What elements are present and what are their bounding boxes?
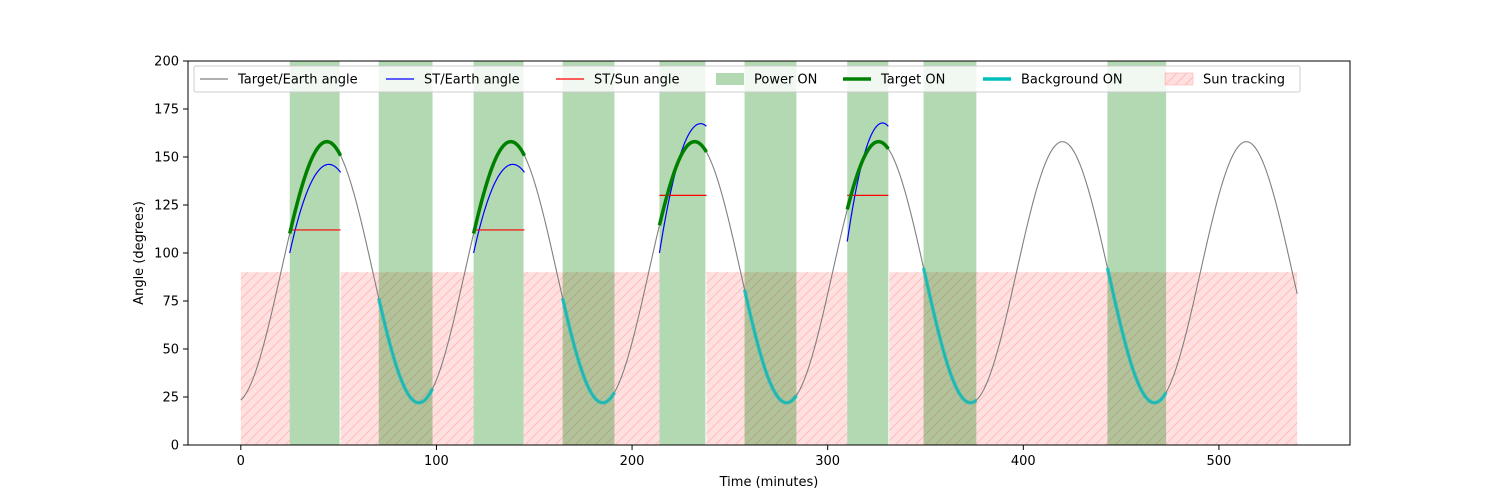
st-earth-angle-segment	[473, 163, 525, 254]
x-tick-label: 500	[1207, 454, 1232, 469]
legend: Target/Earth angle ST/Earth angle ST/Sun a…	[193, 65, 1301, 93]
y-tick-label: 50	[162, 343, 179, 358]
target-on-segment	[288, 139, 343, 234]
power-on-region	[923, 61, 977, 445]
sun-tracking-region	[889, 272, 1298, 445]
legend-label: Target/Earth angle	[237, 73, 358, 88]
legend-item: Target ON	[843, 73, 945, 88]
legend-item: ST/Earth angle	[386, 73, 520, 88]
y-axis-label: Angle (degrees)	[132, 201, 147, 305]
x-tick-label: 200	[620, 454, 645, 469]
st-earth-angle-segment	[846, 122, 889, 242]
target-on-segment	[845, 139, 890, 210]
y-axis-ticks: 0 25 50 75 100 125 150 175 200	[154, 55, 188, 454]
series-lines	[240, 122, 1298, 405]
power-on-region	[289, 61, 340, 445]
legend-label: Power ON	[754, 73, 817, 88]
power-on-region	[378, 61, 433, 445]
legend-item: Power ON	[716, 73, 817, 88]
background-on-segment	[1105, 267, 1168, 405]
power-on-region	[659, 61, 706, 445]
legend-label: ST/Sun angle	[594, 73, 680, 88]
sun-tracking-region	[340, 272, 474, 445]
legend-swatch	[716, 73, 744, 85]
x-tick-label: 100	[424, 454, 449, 469]
sun-tracking-region	[240, 272, 290, 445]
legend-item: Sun tracking	[1164, 73, 1285, 88]
background-on-segment	[921, 267, 978, 405]
legend-label: Target ON	[880, 73, 945, 88]
x-tick-label: 300	[815, 454, 840, 469]
target-on-segment	[471, 139, 527, 234]
background-on-segment	[742, 289, 798, 405]
y-tick-label: 0	[171, 439, 179, 454]
y-tick-label: 150	[154, 151, 179, 166]
x-tick-label: 400	[1011, 454, 1036, 469]
legend-label: Sun tracking	[1203, 73, 1285, 88]
power-on-region	[847, 61, 889, 445]
background-on-segment	[377, 297, 435, 405]
y-tick-label: 75	[162, 295, 179, 310]
legend-label: Background ON	[1021, 73, 1123, 88]
st-earth-angle-segment	[658, 123, 707, 254]
y-tick-label: 100	[154, 247, 179, 262]
legend-label: ST/Earth angle	[424, 73, 520, 88]
st-earth-angle-segment	[289, 163, 342, 254]
y-tick-label: 200	[154, 55, 179, 70]
legend-item: ST/Sun angle	[556, 73, 680, 88]
x-tick-label: 0	[237, 454, 245, 469]
sun-tracking-region	[706, 272, 848, 445]
power-on-region	[1107, 61, 1167, 445]
x-axis-label: Time (minutes)	[719, 475, 819, 490]
legend-item: Background ON	[983, 73, 1123, 88]
y-tick-label: 25	[162, 391, 179, 406]
x-axis-ticks: 0 100 200 300 400 500	[237, 445, 1232, 469]
y-tick-label: 125	[154, 199, 179, 214]
sun-tracking-regions	[240, 272, 1298, 445]
background-on-segment	[560, 297, 616, 405]
y-tick-label: 175	[154, 103, 179, 118]
power-on-region	[473, 61, 524, 445]
sun-tracking-region	[523, 272, 660, 445]
target-on-segment	[657, 139, 708, 226]
legend-item: Target/Earth angle	[200, 73, 358, 88]
legend-frame	[193, 65, 1301, 93]
power-on-region	[562, 61, 615, 445]
